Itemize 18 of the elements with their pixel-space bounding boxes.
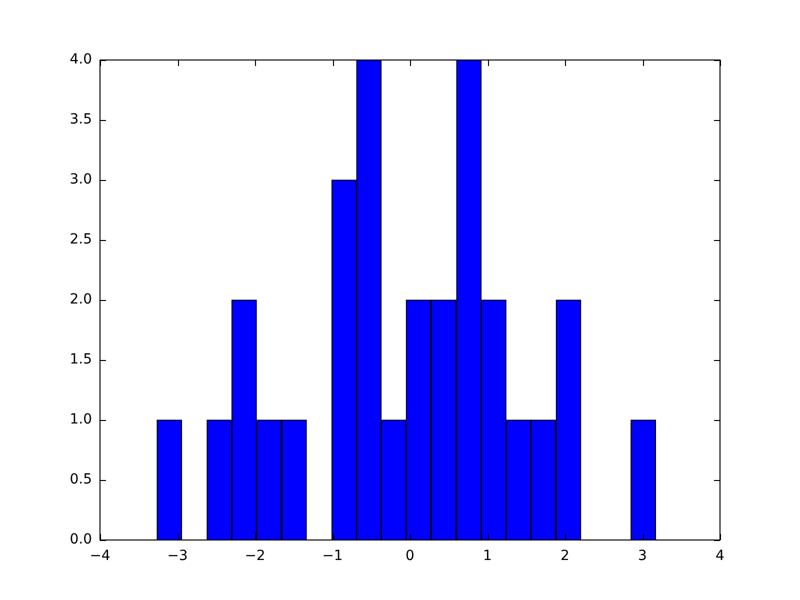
x-tick-label: −1 (322, 548, 343, 564)
y-tick-label: 1.5 (70, 352, 92, 368)
y-tick-label: 3.0 (70, 172, 92, 188)
y-tick-label: 0.5 (70, 472, 92, 488)
x-tick-label: −3 (167, 548, 188, 564)
y-tick-label: 2.5 (70, 232, 92, 248)
x-tick-label: −2 (244, 548, 266, 564)
y-tick-label: 2.0 (70, 292, 92, 308)
x-tick-label: 0 (406, 548, 414, 564)
y-tick-label: 0.0 (70, 532, 92, 548)
x-tick-label: −4 (90, 548, 110, 564)
x-tick-label: 1 (483, 548, 492, 564)
y-tick-label: 3.5 (70, 112, 92, 128)
y-tick-label: 1.0 (70, 412, 92, 428)
x-tick-label: 3 (638, 548, 647, 564)
x-tick-label: 2 (560, 548, 570, 564)
x-tick-label: 4 (716, 548, 725, 564)
y-tick-label: 4.0 (70, 52, 92, 68)
